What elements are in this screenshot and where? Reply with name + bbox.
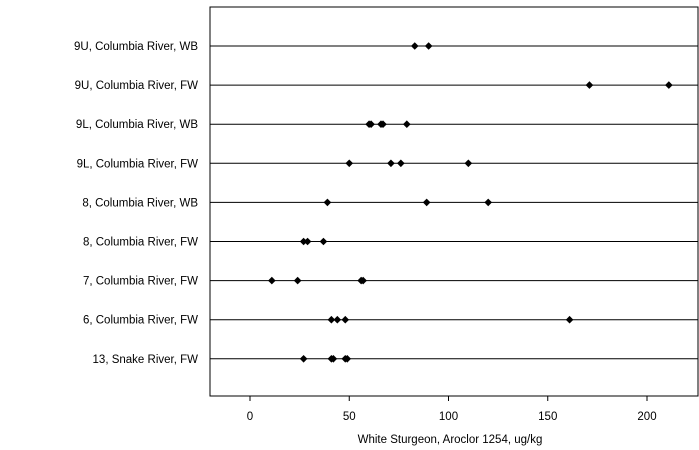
data-point (359, 276, 367, 285)
data-point (333, 315, 342, 324)
x-tick-label: 50 (343, 411, 356, 423)
x-axis: 0 50 100 150 200 (247, 396, 657, 423)
x-tick-label: 100 (439, 411, 458, 423)
data-point (327, 315, 336, 324)
data-point (484, 198, 492, 207)
data-point (303, 237, 312, 246)
data-point (585, 81, 594, 89)
data-point (319, 237, 328, 246)
category-label: 8, Columbia River, WB (82, 197, 198, 209)
data-point (341, 315, 350, 324)
category-label: 9L, Columbia River, FW (77, 158, 199, 170)
category-label: 9U, Columbia River, WB (74, 41, 198, 53)
plot-area-frame (209, 6, 699, 397)
category-label: 8, Columbia River, FW (83, 237, 198, 249)
category-labels: 9U, Columbia River, WB 9U, Columbia River… (74, 41, 198, 366)
data-point (397, 159, 405, 168)
data-point (299, 355, 308, 363)
data-point (329, 355, 338, 363)
data-point (424, 42, 433, 50)
x-tick-label: 0 (247, 411, 253, 423)
data-point (367, 120, 375, 128)
x-axis-label: White Sturgeon, Aroclor 1254, ug/kg (358, 434, 543, 446)
x-tick-label: 200 (637, 411, 656, 423)
data-point (403, 120, 411, 128)
data-point (387, 159, 395, 168)
data-markers (268, 42, 673, 363)
data-point (665, 81, 673, 89)
data-point (293, 276, 302, 285)
category-label: 13, Snake River, FW (93, 354, 199, 366)
data-point (565, 315, 574, 324)
x-tick-label: 150 (538, 411, 557, 423)
data-point (379, 120, 387, 128)
data-point (323, 198, 332, 207)
data-point (268, 276, 276, 285)
category-label: 6, Columbia River, FW (83, 315, 198, 327)
data-point (345, 159, 354, 168)
category-label: 9U, Columbia River, FW (75, 80, 198, 92)
data-point (410, 42, 419, 50)
gridlines (210, 45, 698, 360)
data-point (343, 355, 352, 363)
category-label: 7, Columbia River, FW (83, 276, 198, 288)
category-label: 9L, Columbia River, WB (76, 119, 198, 131)
data-point (464, 159, 473, 168)
data-point (299, 237, 308, 246)
data-point (422, 198, 431, 207)
